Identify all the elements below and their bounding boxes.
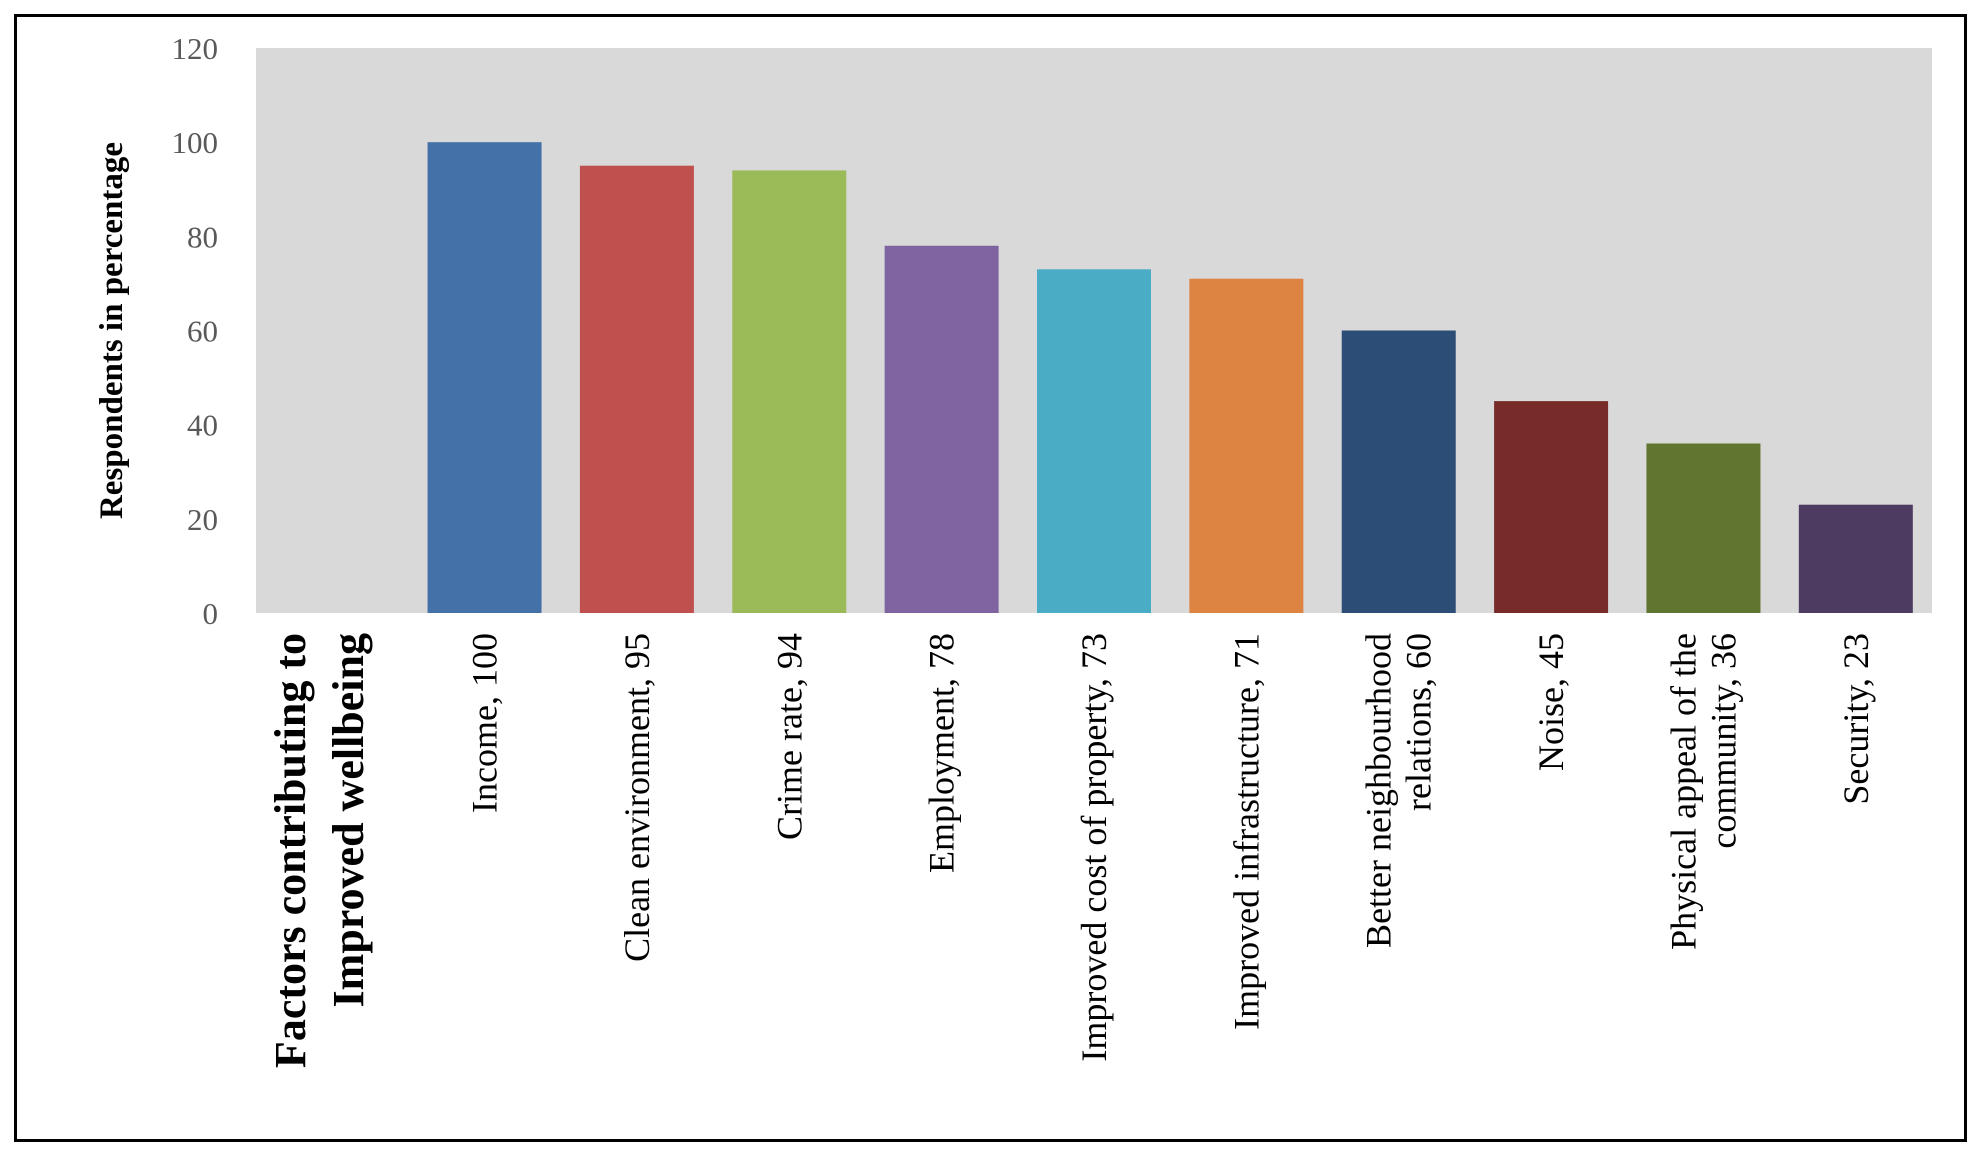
category-label: Physical appeal of the [1663, 633, 1703, 950]
category-label: Improved cost of property, 73 [1074, 633, 1114, 1062]
category-label: relations, 60 [1399, 633, 1439, 811]
bars [427, 142, 1913, 614]
category-label: Crime rate, 94 [769, 633, 809, 840]
bar [1646, 443, 1761, 613]
bar [732, 170, 847, 613]
x-axis-label-line: Improved wellbeing [324, 633, 373, 1007]
y-tick-label: 120 [172, 31, 219, 66]
category-label: Income, 100 [465, 633, 505, 813]
y-tick-label: 40 [187, 408, 218, 443]
bar [1341, 330, 1456, 613]
y-tick-label: 20 [187, 502, 218, 537]
category-label: Clean environment, 95 [617, 633, 657, 962]
category-label: Noise, 45 [1531, 633, 1571, 771]
category-label: Improved infrastructure, 71 [1226, 633, 1266, 1030]
bar [1494, 401, 1609, 613]
category-label: Employment, 78 [922, 633, 962, 873]
y-axis-label: Respondents in percentage [94, 142, 130, 519]
category-label: community, 36 [1703, 633, 1743, 849]
category-labels: Income, 100 Clean environment, 95 Crime ra… [465, 633, 1876, 1062]
y-tick-label: 60 [187, 314, 218, 349]
y-tick-label: 80 [187, 219, 218, 254]
y-tick-label: 100 [172, 125, 219, 160]
bar [1798, 504, 1913, 613]
bar [427, 142, 542, 613]
category-label: Security, 23 [1836, 633, 1876, 805]
x-axis-label-line: Factors contributing to [266, 633, 315, 1068]
y-tick-label: 0 [203, 596, 219, 631]
bar [579, 165, 694, 614]
y-axis-ticks: 0 20 40 60 80 100 120 [172, 31, 219, 631]
bar [1189, 278, 1304, 613]
category-label: Better neighbourhood [1359, 633, 1399, 948]
x-axis-label: Factors contributing to Improved wellbein… [266, 633, 373, 1068]
bar [884, 245, 999, 613]
bar [1037, 269, 1151, 613]
